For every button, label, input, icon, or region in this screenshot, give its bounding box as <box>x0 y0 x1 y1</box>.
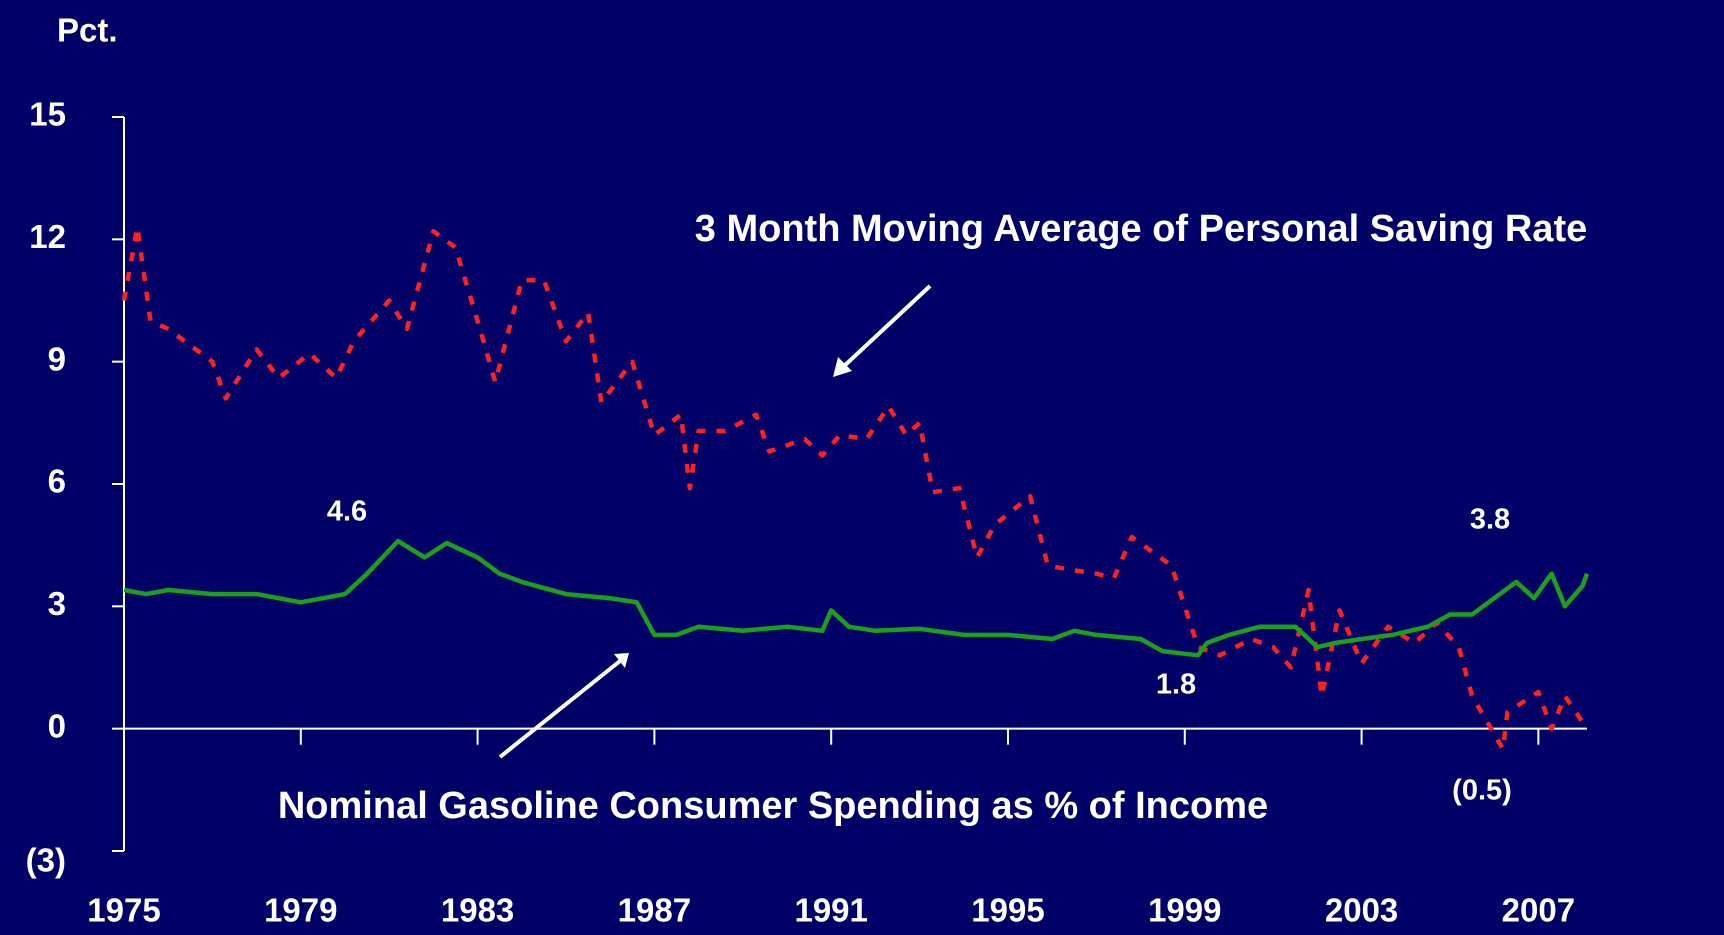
y-tick-label: 9 <box>48 340 66 377</box>
arrow-head <box>614 653 629 668</box>
y-tick-label: 6 <box>48 463 66 500</box>
y-tick-label: 12 <box>29 218 66 255</box>
arrow-head <box>833 357 852 377</box>
y-tick-label: 0 <box>48 707 66 744</box>
series-line <box>123 538 1590 658</box>
annotation: 3.8 <box>1470 504 1510 536</box>
arrow <box>498 659 622 759</box>
x-tick-label: 1987 <box>618 892 691 929</box>
series-label: Nominal Gasoline Consumer Spending as % … <box>278 785 1268 827</box>
x-tick-label: 2003 <box>1325 892 1398 929</box>
x-tick-label: 1983 <box>441 892 514 929</box>
x-tick-label: 1975 <box>87 892 160 929</box>
y-axis-label: Pct. <box>57 12 118 49</box>
series-label: 3 Month Moving Average of Personal Savin… <box>695 208 1587 250</box>
x-tick-label: 2007 <box>1502 892 1575 929</box>
annotation: 1.8 <box>1156 669 1196 701</box>
x-tick-label: 1999 <box>1148 892 1221 929</box>
x-tick-label: 1991 <box>794 892 867 929</box>
x-tick-label: 1995 <box>971 892 1044 929</box>
annotation: 4.6 <box>327 496 367 528</box>
y-tick-label: 3 <box>48 585 66 622</box>
arrow <box>840 284 932 370</box>
y-tick-label: 15 <box>29 96 66 133</box>
x-tick-label: 1979 <box>264 892 337 929</box>
y-tick-label: (3) <box>26 842 66 879</box>
annotation: (0.5) <box>1452 775 1512 807</box>
